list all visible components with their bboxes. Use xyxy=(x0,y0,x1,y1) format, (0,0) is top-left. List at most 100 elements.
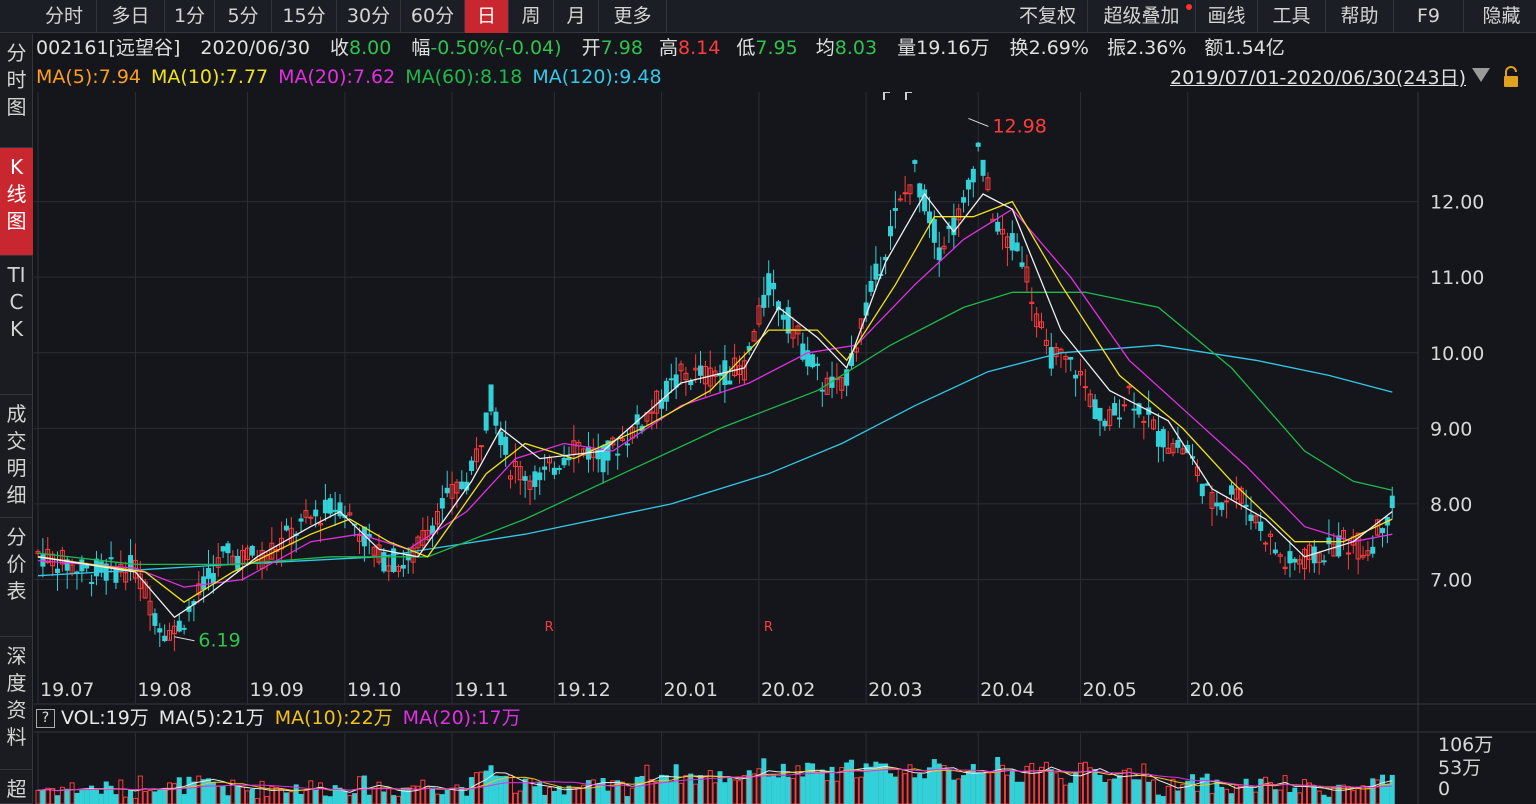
volume-bar xyxy=(1341,784,1347,804)
tool-4[interactable]: 帮助 xyxy=(1326,0,1394,33)
candle-body xyxy=(1077,370,1083,376)
tab-0[interactable]: 分时 xyxy=(32,0,97,33)
volume-bar xyxy=(1136,779,1142,804)
tool-2[interactable]: 画线 xyxy=(1196,0,1258,33)
candle-body xyxy=(839,377,845,391)
candle-body xyxy=(1224,500,1230,503)
y-tick-label: 10.00 xyxy=(1430,343,1484,365)
volume-bar xyxy=(1068,782,1074,804)
candle-body xyxy=(1267,533,1273,537)
volume-bar xyxy=(956,778,962,804)
volume-bar xyxy=(444,789,450,804)
x-tick-label: 20.06 xyxy=(1190,679,1244,701)
tool-6[interactable]: 隐藏 xyxy=(1464,0,1536,33)
volume-bar xyxy=(64,788,70,804)
candle-body xyxy=(819,389,825,392)
volume-bar xyxy=(654,781,660,804)
left-sidebar: 分时图 K线图 TICK 成交明细 分价表 深度资料超 xyxy=(0,34,33,804)
volume-bar xyxy=(1009,770,1015,804)
volume-bar xyxy=(410,785,416,804)
tool-0[interactable]: 不复权 xyxy=(1008,0,1088,33)
tool-5[interactable]: F9 xyxy=(1394,0,1464,33)
candle-body xyxy=(400,564,406,569)
candle-body xyxy=(941,245,947,250)
volume-bar xyxy=(722,782,728,804)
volume-bar xyxy=(1087,767,1093,804)
candle-body xyxy=(327,498,333,514)
candle-body xyxy=(581,448,587,456)
x-tick-label: 19.08 xyxy=(137,679,191,701)
sidebar-item-4[interactable]: 分价表 xyxy=(0,518,33,637)
candle-body xyxy=(196,583,202,596)
volume-bar xyxy=(571,787,577,804)
candle-body xyxy=(527,480,533,490)
date-range-selector[interactable]: 2019/07/01-2020/06/30(243日) xyxy=(1170,67,1466,89)
indicator-settings-icon[interactable]: ? xyxy=(36,709,55,728)
volume-bar xyxy=(878,763,884,804)
volume-bar xyxy=(668,781,674,804)
volume-bar xyxy=(459,786,465,804)
volume-bar xyxy=(673,764,679,804)
candle-body xyxy=(210,573,216,584)
tab-6[interactable]: 60分 xyxy=(401,0,465,33)
turnover-label: 换 xyxy=(1009,37,1029,59)
volume-bar xyxy=(1170,778,1176,804)
volume-bar xyxy=(1112,778,1118,804)
volume-bar xyxy=(858,776,864,804)
tab-9[interactable]: 月 xyxy=(554,0,599,33)
sidebar-item-5[interactable]: 深度资料 xyxy=(0,637,33,770)
candle-body xyxy=(376,544,382,563)
candle-body xyxy=(1019,262,1025,267)
volume-bar xyxy=(639,775,645,804)
volume-bar xyxy=(917,773,923,804)
volume-bar xyxy=(853,777,859,804)
quote-date: 2020/06/30 xyxy=(200,37,310,59)
kline-chart[interactable]: 12.00 11.00 10.00 9.00 8.00 7.00 19.07 19.08 19.… xyxy=(34,92,1536,804)
volume-bar xyxy=(1316,790,1322,804)
volume-bar xyxy=(600,778,606,804)
candle-body xyxy=(220,546,226,552)
candle-body xyxy=(810,354,816,368)
tab-5[interactable]: 30分 xyxy=(337,0,401,33)
y-tick-label: 12.00 xyxy=(1430,192,1484,214)
volume-bar xyxy=(478,771,484,804)
tab-2[interactable]: 1分 xyxy=(165,0,215,33)
volume-bar xyxy=(1092,769,1098,804)
candle-body xyxy=(493,411,499,426)
candle-body xyxy=(961,197,967,203)
volume-bar xyxy=(366,794,372,804)
sidebar-item-3[interactable]: 成交明细 xyxy=(0,395,33,518)
tab-4[interactable]: 15分 xyxy=(272,0,337,33)
volume-bar xyxy=(810,763,816,804)
sidebar-item-2[interactable]: TICK xyxy=(0,256,33,395)
volume-bar xyxy=(254,798,260,804)
candle-body xyxy=(678,363,684,372)
tab-3[interactable]: 5分 xyxy=(215,0,272,33)
tab-8[interactable]: 周 xyxy=(509,0,554,33)
candle-body xyxy=(522,476,528,481)
volume-bar xyxy=(551,790,557,804)
sidebar-item-1[interactable]: K线图 xyxy=(0,148,33,256)
tool-3[interactable]: 工具 xyxy=(1258,0,1326,33)
volume-bar xyxy=(361,775,367,804)
sidebar-item-0[interactable]: 分时图 xyxy=(0,34,33,148)
tab-1[interactable]: 多日 xyxy=(97,0,165,33)
sidebar-item-6[interactable]: 超 xyxy=(0,770,33,804)
volume-bar xyxy=(912,777,918,804)
volume-bar xyxy=(123,796,129,804)
candle-body xyxy=(1000,228,1006,235)
tab-10[interactable]: 更多 xyxy=(599,0,667,33)
volume-bar xyxy=(308,780,314,804)
tool-1[interactable]: 超级叠加 xyxy=(1088,0,1196,33)
volume-bar xyxy=(547,787,552,804)
candle-body xyxy=(868,280,874,292)
range-dropdown-icon[interactable] xyxy=(1472,68,1490,82)
candle-body xyxy=(215,557,221,568)
tab-7[interactable]: 日 xyxy=(465,0,509,33)
volume-bar xyxy=(1384,784,1390,804)
volume-bar xyxy=(1204,773,1210,804)
lock-icon[interactable] xyxy=(1502,66,1520,92)
candle-body xyxy=(391,548,397,572)
volume-bar xyxy=(1272,789,1278,804)
candle-body xyxy=(488,384,494,412)
